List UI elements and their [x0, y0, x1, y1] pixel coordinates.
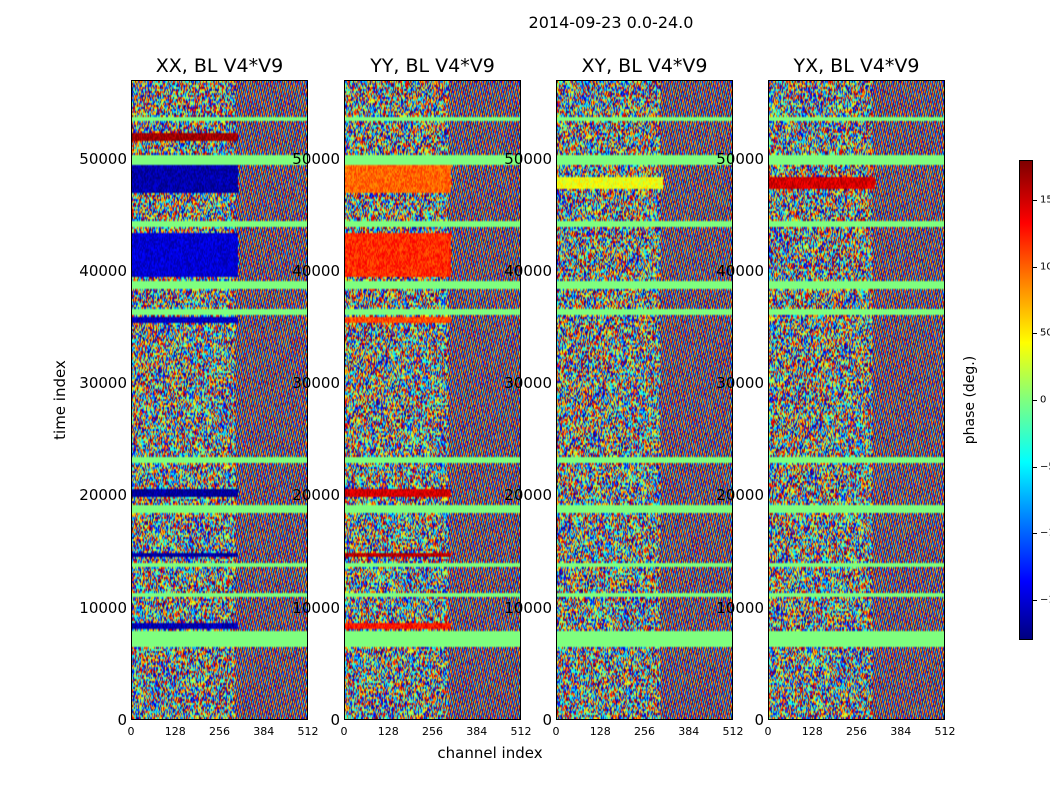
heatmap-canvas-yy [345, 81, 520, 719]
x-tick-label: 512 [297, 725, 319, 738]
colorbar [1019, 160, 1033, 640]
x-tick-label: 0 [552, 725, 560, 738]
heatmap-panel-yx [768, 80, 945, 720]
x-tick-label: 0 [764, 725, 772, 738]
colorbar-tick-mark [1033, 466, 1037, 468]
y-axis-label: time index [51, 360, 69, 440]
y-tick-label: 40000 [292, 261, 340, 280]
panel-title-yy: YY, BL V4*V9 [370, 55, 495, 77]
x-tick-label: 384 [466, 725, 488, 738]
colorbar-label: phase (deg.) [962, 355, 978, 445]
x-tick-label: 384 [253, 725, 275, 738]
colorbar-tick-label: 50 [1040, 327, 1050, 339]
x-tick-label: 384 [890, 725, 912, 738]
y-tick-label: 0 [542, 711, 552, 729]
y-tick-label: 20000 [292, 486, 340, 505]
panel-title-xx: XX, BL V4*V9 [155, 55, 284, 77]
x-tick-label: 256 [846, 725, 867, 738]
x-tick-label: 0 [127, 725, 135, 738]
colorbar-tick-mark [1033, 333, 1037, 335]
y-tick-label: 50000 [79, 149, 127, 168]
x-tick-label: 128 [377, 725, 399, 738]
y-tick-label: 10000 [716, 598, 764, 617]
heatmap-canvas-xy [557, 81, 732, 719]
y-tick-label: 0 [754, 711, 764, 729]
x-axis-label: channel index [437, 744, 543, 762]
y-tick-label: 30000 [292, 374, 340, 393]
heatmap-panel-xy [556, 80, 733, 720]
y-tick-label: 20000 [79, 486, 127, 505]
y-tick-label: 30000 [504, 374, 552, 393]
y-tick-label: 40000 [504, 261, 552, 280]
x-tick-label: 512 [722, 725, 744, 738]
panel-title-xy: XY, BL V4*V9 [581, 55, 708, 77]
y-tick-label: 20000 [504, 486, 552, 505]
x-tick-label: 256 [634, 725, 655, 738]
colorbar-tick-label: −150 [1040, 594, 1050, 606]
x-tick-label: 384 [678, 725, 700, 738]
colorbar-tick-mark [1033, 533, 1037, 535]
figure-title: 2014-09-23 0.0-24.0 [528, 13, 694, 32]
colorbar-tick-mark [1033, 200, 1037, 201]
y-tick-label: 30000 [79, 374, 127, 393]
heatmap-panel-xx [131, 80, 308, 720]
y-tick-label: 0 [330, 711, 340, 729]
x-tick-label: 0 [340, 725, 348, 738]
x-tick-label: 256 [209, 725, 230, 738]
heatmap-canvas-yx [769, 81, 944, 719]
colorbar-tick-label: 100 [1040, 261, 1050, 273]
y-tick-label: 0 [117, 711, 127, 729]
y-tick-label: 10000 [79, 598, 127, 617]
y-tick-label: 40000 [79, 261, 127, 280]
colorbar-tick-label: −50 [1040, 461, 1050, 473]
colorbar-tick-mark [1033, 400, 1037, 401]
y-tick-label: 10000 [504, 598, 552, 617]
x-tick-label: 128 [164, 725, 186, 738]
x-tick-label: 128 [589, 725, 611, 738]
heatmap-canvas-xx [132, 81, 307, 719]
y-tick-label: 20000 [716, 486, 764, 505]
x-tick-label: 512 [510, 725, 532, 738]
colorbar-tick-label: 0 [1040, 394, 1047, 406]
y-tick-label: 50000 [504, 149, 552, 168]
y-tick-label: 50000 [716, 149, 764, 168]
panel-title-yx: YX, BL V4*V9 [793, 55, 920, 77]
colorbar-tick-mark [1033, 266, 1037, 268]
x-tick-label: 128 [801, 725, 823, 738]
y-tick-label: 40000 [716, 261, 764, 280]
colorbar-tick-label: 150 [1040, 194, 1050, 206]
x-tick-label: 512 [934, 725, 956, 738]
colorbar-tick-label: −100 [1040, 527, 1050, 539]
colorbar-tick-mark [1033, 600, 1037, 601]
heatmap-panel-yy [344, 80, 521, 720]
y-tick-label: 30000 [716, 374, 764, 393]
x-tick-label: 256 [422, 725, 443, 738]
y-tick-label: 50000 [292, 149, 340, 168]
y-tick-label: 10000 [292, 598, 340, 617]
